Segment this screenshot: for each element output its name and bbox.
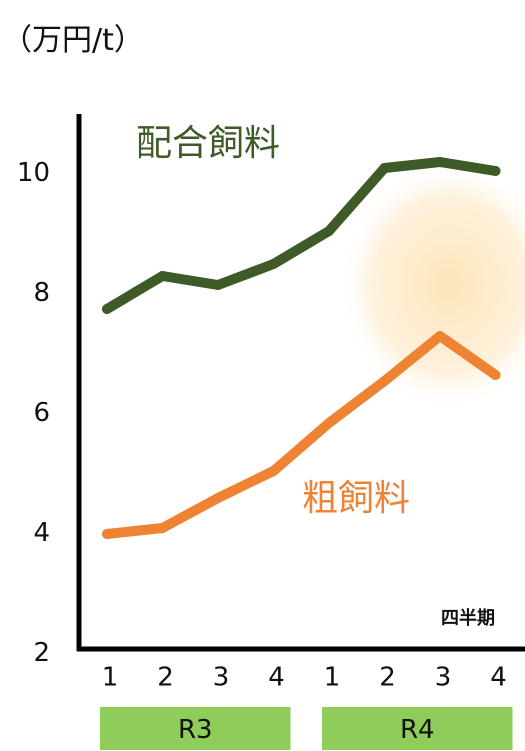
data-point <box>102 529 112 539</box>
data-point <box>157 271 168 281</box>
series-lines <box>102 157 501 539</box>
group-label: R4 <box>400 715 435 745</box>
series-line-compound-feed <box>102 157 501 314</box>
y-tick-label: 4 <box>33 518 50 548</box>
data-point <box>268 466 279 476</box>
group-bar <box>322 707 513 750</box>
y-axis-ticks: 2 4 6 8 10 <box>17 158 50 668</box>
x-tick-label: 4 <box>268 662 285 692</box>
y-tick-label: 8 <box>33 278 50 308</box>
data-point <box>213 280 223 290</box>
data-point <box>435 157 445 167</box>
data-point <box>490 370 501 380</box>
highlight-glow <box>340 160 525 410</box>
group-bar <box>100 707 291 750</box>
x-tick-label: 3 <box>213 662 230 692</box>
x-axis-label: 四半期 <box>441 607 495 629</box>
year-groups: R3 R4 <box>100 707 513 750</box>
data-point <box>324 226 334 236</box>
data-point <box>102 304 112 314</box>
x-tick-label: 1 <box>324 662 341 692</box>
y-tick-label: 10 <box>17 158 50 188</box>
data-point <box>379 163 390 173</box>
data-point <box>157 523 168 533</box>
x-tick-label: 2 <box>379 662 396 692</box>
x-tick-label: 4 <box>490 662 507 692</box>
data-point <box>435 331 445 341</box>
data-point <box>379 376 390 386</box>
series-label-roughage: 粗飼料 <box>302 478 410 519</box>
y-tick-label: 6 <box>33 398 50 428</box>
unit-label: （万円/t） <box>2 23 144 58</box>
group-label: R3 <box>178 715 213 745</box>
data-point <box>213 493 223 503</box>
x-tick-label: 3 <box>435 662 452 692</box>
data-point <box>268 259 279 269</box>
x-tick-label: 1 <box>102 662 119 692</box>
series-label-compound-feed: 配合飼料 <box>136 123 280 164</box>
x-tick-label: 2 <box>157 662 174 692</box>
data-point <box>490 166 501 176</box>
series-line-roughage <box>102 331 501 539</box>
data-point <box>324 418 334 428</box>
x-axis-ticks: 1 2 3 4 1 2 3 4 <box>102 662 507 692</box>
y-tick-label: 2 <box>33 638 50 668</box>
